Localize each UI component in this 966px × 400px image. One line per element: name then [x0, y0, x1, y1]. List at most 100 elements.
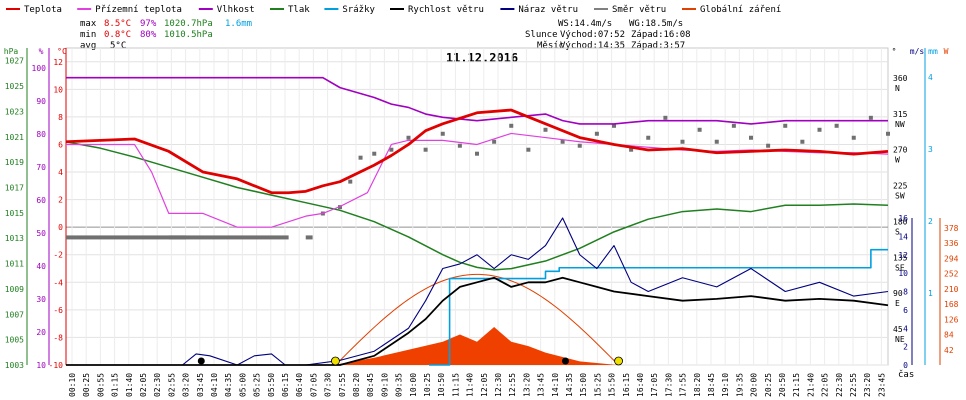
x-tick-label: 09:35: [395, 373, 404, 397]
moonset-value: Západ:3:57: [631, 41, 685, 51]
series-humidity: [66, 76, 888, 125]
chart-title: 11.12.2016: [446, 51, 518, 65]
legend-label-7: Směr větru: [612, 5, 666, 15]
sunrise-value: Východ:07:52: [560, 30, 625, 40]
compass-tick: S: [895, 227, 900, 236]
stat-avg-temp: 5°C: [110, 41, 126, 51]
wind-dir-point: [372, 151, 377, 156]
x-tick-label: 07:30: [324, 373, 333, 397]
radiation-unit: W: [944, 47, 949, 56]
x-tick-label: 20:00: [750, 373, 759, 397]
radiation-tick: 42: [944, 346, 954, 355]
humidity-axis-tick: 10: [36, 361, 46, 370]
x-tick-label: 12:55: [508, 373, 517, 397]
moon-label: Měsíc: [537, 41, 564, 51]
humidity-axis-tick: 100: [32, 64, 47, 73]
radiation-tick: 336: [944, 239, 959, 248]
pressure-axis-tick: 1027: [5, 57, 24, 66]
compass-tick: W: [895, 156, 900, 165]
moonrise-value: Východ:14:35: [560, 41, 625, 51]
stat-max-temp: 8.5°C: [104, 19, 131, 29]
wind-dir-point: [475, 151, 479, 156]
wind-speed-tick: 2: [903, 343, 908, 352]
x-tick-label: 14:10: [551, 373, 560, 397]
wind-dir-tick: 225: [893, 182, 908, 191]
wind-dir-point: [800, 139, 805, 144]
x-tick-label: 17:55: [679, 373, 688, 397]
legend-label-6: Náraz větru: [518, 5, 578, 15]
pressure-axis-tick: 1019: [5, 158, 24, 167]
pressure-axis-tick: 1023: [5, 107, 24, 116]
stat-min-label: min: [80, 30, 96, 40]
x-tick-label: 06:40: [295, 373, 304, 397]
temperature-axis-tick: 0: [58, 223, 63, 232]
x-tick-label: 04:10: [210, 373, 219, 397]
x-tick-label: 15:50: [608, 373, 617, 397]
temperature-axis-tick: 10: [53, 85, 63, 94]
pressure-axis-tick: 1007: [5, 310, 24, 319]
wind-speed-tick: 0: [903, 361, 908, 370]
wind-dir-unit: °: [892, 47, 897, 56]
x-tick-label: 13:45: [537, 373, 546, 397]
x-tick-label: 05:25: [253, 373, 262, 397]
compass-tick: SE: [895, 263, 905, 272]
wind-dir-point: [509, 123, 514, 128]
legend-label-5: Rychlost větru: [408, 5, 484, 15]
pressure-axis-tick: 1015: [5, 209, 24, 218]
series-wind-gust: [66, 217, 889, 366]
wind-speed-tick: 4: [903, 324, 908, 333]
rain-unit: mm: [928, 47, 938, 56]
x-tick-label: 21:15: [792, 373, 801, 397]
pressure-axis-tick: 1009: [5, 285, 24, 294]
radiation-tick: 294: [944, 254, 959, 263]
wind-dir-point: [646, 135, 651, 140]
x-tick-label: 00:55: [96, 373, 105, 397]
stat-max-press: 1020.7hPa: [164, 19, 213, 29]
x-tick-label: 02:55: [167, 373, 176, 397]
x-axis-ticks: 00:10 00:25 00:55 01:15 01:40 02:05 02:30 02:55…: [68, 373, 886, 397]
humidity-axis-tick: 30: [36, 295, 46, 304]
x-tick-label: 03:45: [196, 373, 205, 397]
radiation-tick: 378: [944, 224, 959, 233]
legend-label-0: Teplota: [24, 5, 62, 15]
legend-label-8: Globální záření: [700, 5, 781, 15]
wind-dir-tick: 270: [893, 146, 908, 155]
wind-dir-point: [457, 143, 462, 148]
wind-dir-point: [886, 131, 890, 136]
wind-dir-bar: [168, 235, 289, 240]
rain-tick: 1: [928, 289, 933, 298]
pressure-axis-tick: 1005: [5, 336, 24, 345]
humidity-axis-tick: 20: [36, 328, 46, 337]
x-tick-label: 12:05: [480, 373, 489, 397]
wind-dir-tick: 360: [893, 74, 908, 83]
wind-dir-point: [526, 147, 531, 152]
humidity-axis-tick: 80: [36, 130, 46, 139]
wind-dir-tick: 90: [893, 289, 903, 298]
x-tick-label: 21:40: [806, 373, 815, 397]
x-tick-label: 07:55: [338, 373, 347, 397]
x-tick-label: 22:55: [849, 373, 858, 397]
wind-dir-point: [543, 127, 548, 132]
x-tick-label: 15:00: [579, 373, 588, 397]
humidity-axis-tick: 90: [36, 97, 46, 106]
sun-label: Slunce: [525, 30, 558, 40]
x-tick-label: 02:05: [139, 373, 148, 397]
rain-tick: 3: [928, 145, 933, 154]
x-tick-label: 07:05: [309, 373, 318, 397]
legend: Teplota Přízemní teplota Vlhkost Tlak Srážky…: [6, 5, 781, 15]
x-tick-label: 02:30: [153, 373, 162, 397]
wind-dir-point: [560, 139, 565, 144]
stat-max-hum: 97%: [140, 19, 157, 29]
axes: 1027102510231021101910171015101310111009…: [4, 47, 959, 370]
compass-tick: E: [895, 299, 900, 308]
wind-dir-tick: 135: [893, 253, 908, 262]
wind-dir-point: [868, 115, 873, 120]
pressure-axis-tick: 1017: [5, 183, 24, 192]
compass-tick: N: [895, 84, 900, 93]
wind-dir-point: [714, 139, 719, 144]
wind-dir-point: [697, 127, 702, 132]
moonrise-marker: [561, 357, 569, 365]
x-tick-label: 11:40: [466, 373, 475, 397]
x-tick-label: 14:35: [565, 373, 574, 397]
x-tick-label: 11:15: [451, 373, 460, 397]
